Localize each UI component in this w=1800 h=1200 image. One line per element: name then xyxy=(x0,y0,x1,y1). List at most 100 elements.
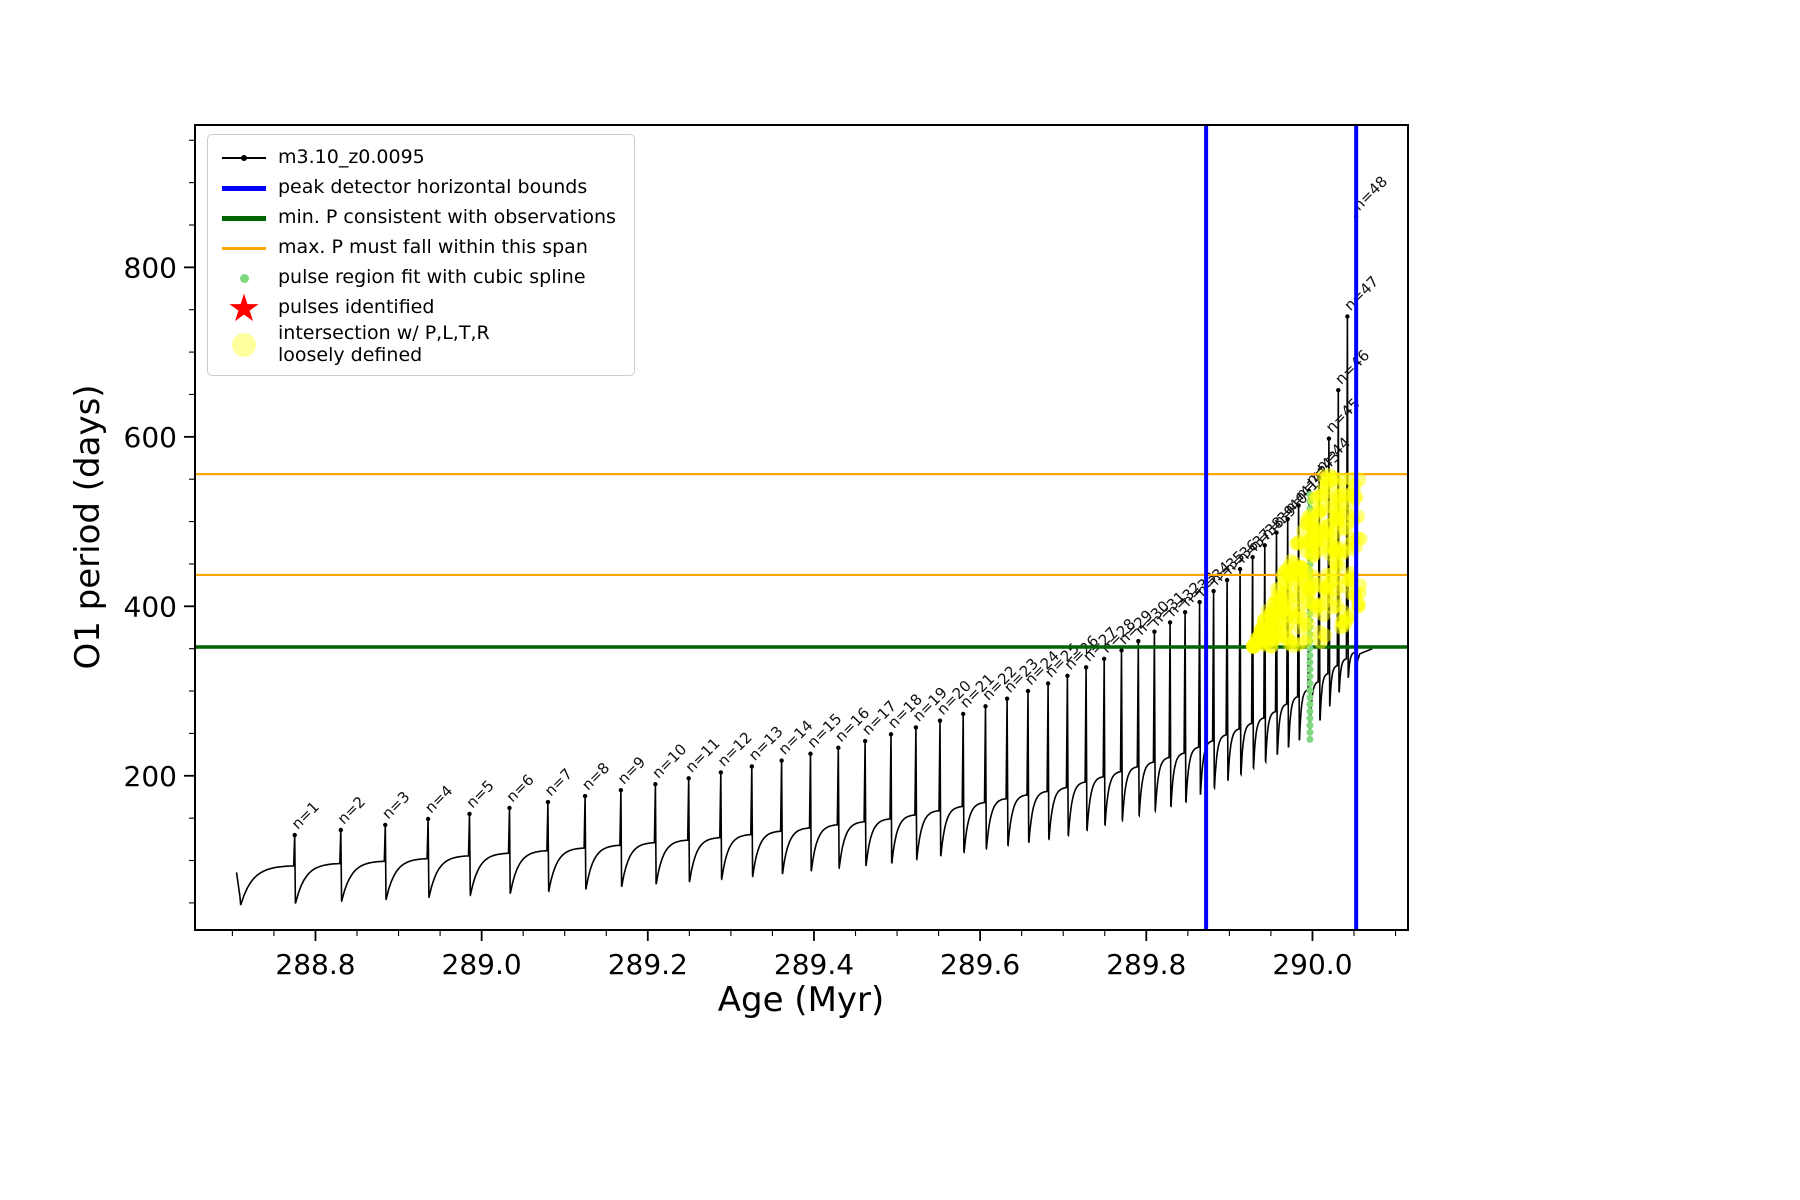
intersection-dot xyxy=(1269,621,1284,636)
pulse-peak-marker xyxy=(1136,638,1141,644)
intersection-dot xyxy=(1316,525,1331,540)
spline-dot xyxy=(1306,721,1314,729)
intersection-dot xyxy=(1329,544,1344,559)
intersection-dot xyxy=(1316,595,1331,610)
spline-dot xyxy=(1306,658,1314,666)
x-tick-label: 289.2 xyxy=(608,948,688,981)
pulse-peak-marker xyxy=(507,805,512,811)
legend-label-pulses: pulses identified xyxy=(278,296,435,319)
intersection-dot xyxy=(1346,511,1361,526)
intersection-dot xyxy=(1318,628,1333,643)
y-tick-label: 400 xyxy=(124,590,177,623)
pulse-peak-marker xyxy=(383,822,388,828)
intersection-dot xyxy=(1336,604,1351,619)
legend-item-series: m3.10_z0.0095 xyxy=(216,143,616,173)
pulse-peak-marker xyxy=(1045,681,1051,686)
pulse-peak-marker xyxy=(808,751,813,756)
pulse-peak-marker xyxy=(1101,656,1107,662)
pulse-peak-marker xyxy=(1345,314,1350,319)
intersection-dot xyxy=(1339,521,1354,536)
legend-item-min-p: min. P consistent with observations xyxy=(216,203,616,233)
spline-dot xyxy=(1306,693,1314,701)
spline-dot xyxy=(1306,728,1314,736)
spline-dot xyxy=(1306,735,1314,743)
pulse-peak-marker xyxy=(1197,599,1202,605)
y-axis-label: O1 period (days) xyxy=(68,384,108,670)
legend-item-spline: pulse region fit with cubic spline xyxy=(216,263,616,293)
x-tick-label: 289.6 xyxy=(940,948,1020,981)
pulse-label: n=5 xyxy=(463,777,498,812)
legend-label-peak-bounds: peak detector horizontal bounds xyxy=(278,176,588,199)
pulse-peak-marker xyxy=(618,787,624,793)
orange-line-icon xyxy=(216,246,272,250)
pulse-peak-marker xyxy=(1274,530,1279,535)
pulse-label: n=1 xyxy=(288,798,323,833)
red-star-icon: ★ xyxy=(226,286,262,330)
pulse-label: n=9 xyxy=(614,753,649,788)
intersection-dot xyxy=(1296,596,1311,611)
green-dot-icon xyxy=(216,273,272,283)
y-tick-label: 200 xyxy=(124,760,177,793)
legend: m3.10_z0.0095 peak detector horizontal b… xyxy=(207,134,635,376)
pulse-peak-marker xyxy=(888,732,894,737)
pulse-label: n=4 xyxy=(421,782,456,817)
intersection-dot xyxy=(1319,475,1334,490)
intersection-dot xyxy=(1307,492,1322,507)
spline-dot xyxy=(1306,700,1314,708)
legend-label-series: m3.10_z0.0095 xyxy=(278,146,425,169)
y-tick-label: 800 xyxy=(124,251,177,284)
pulse-label: n=7 xyxy=(541,765,576,800)
intersection-dot xyxy=(1254,632,1269,647)
x-tick-label: 290.0 xyxy=(1272,948,1352,981)
pulse-peak-marker xyxy=(718,770,724,775)
intersection-dot xyxy=(1285,639,1300,654)
pulse-label: n=6 xyxy=(503,771,538,806)
pulse-peak-marker xyxy=(1025,688,1031,694)
pulse-peak-marker xyxy=(686,776,691,781)
pulse-peak-marker xyxy=(292,832,297,838)
pulse-label: n=2 xyxy=(334,793,369,828)
pulse-peak-marker xyxy=(1296,503,1301,508)
spline-dot xyxy=(1306,686,1314,694)
pulse-label: n=46 xyxy=(1331,346,1373,388)
intersection-dot xyxy=(1332,478,1347,493)
spline-dot xyxy=(1306,679,1314,687)
y-tick-label: 600 xyxy=(124,421,177,454)
pulse-peak-marker xyxy=(1237,566,1243,572)
x-tick-label: 288.8 xyxy=(275,948,355,981)
pulse-label: n=47 xyxy=(1341,272,1383,314)
x-axis-label: Age (Myr) xyxy=(717,980,885,1020)
legend-label-spline: pulse region fit with cubic spline xyxy=(278,266,586,289)
x-tick-label: 289.4 xyxy=(774,948,854,981)
intersection-dot xyxy=(1279,586,1294,601)
pulse-peak-marker xyxy=(983,704,988,709)
intersection-dot xyxy=(1282,566,1297,581)
pulse-peak-marker xyxy=(1065,673,1070,678)
pulse-peak-marker xyxy=(836,745,841,751)
intersection-dot xyxy=(1307,569,1322,584)
pulse-peak-marker xyxy=(1083,665,1089,670)
legend-item-pulses: ★ pulses identified xyxy=(216,286,616,330)
spline-dot xyxy=(1306,707,1314,715)
pulse-peak-marker xyxy=(960,711,966,717)
legend-label-intersection: intersection w/ P,L,T,R loosely defined xyxy=(278,322,490,366)
pulse-peak-marker xyxy=(749,764,755,769)
pulse-peak-marker xyxy=(862,738,868,744)
pulse-peak-marker xyxy=(1182,610,1188,615)
intersection-dot xyxy=(1312,506,1327,521)
pulse-peak-marker xyxy=(1336,388,1341,393)
intersection-dot xyxy=(1291,534,1306,549)
pulse-peak-marker xyxy=(779,758,784,763)
intersection-dot xyxy=(1338,615,1353,630)
pulse-peak-marker xyxy=(338,827,344,833)
intersection-dot xyxy=(1296,565,1311,580)
spline-dot xyxy=(1306,672,1314,680)
x-tick-label: 289.8 xyxy=(1106,948,1186,981)
spline-dot xyxy=(1306,714,1314,722)
pulse-peak-marker xyxy=(1326,436,1332,441)
x-tick-label: 289.0 xyxy=(442,948,522,981)
legend-item-peak-bounds: peak detector horizontal bounds xyxy=(216,173,616,203)
pulse-peak-marker xyxy=(545,799,551,805)
legend-label-max-p: max. P must fall within this span xyxy=(278,236,588,259)
